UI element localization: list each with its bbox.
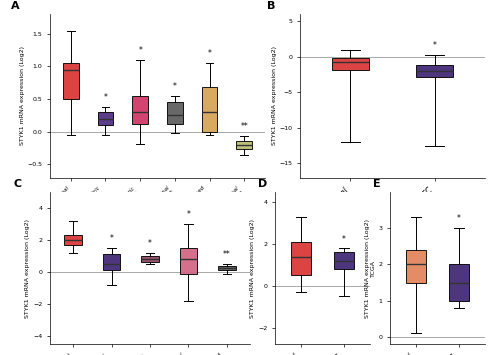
PathPatch shape [63,63,78,99]
Text: *: * [342,235,346,244]
PathPatch shape [167,102,182,124]
PathPatch shape [64,235,82,245]
Text: **: ** [240,122,248,131]
Text: *: * [173,82,177,91]
PathPatch shape [202,87,218,132]
Text: *: * [104,93,108,102]
Text: *: * [138,46,142,55]
Text: *: * [148,239,152,248]
PathPatch shape [406,250,425,283]
PathPatch shape [103,255,120,271]
PathPatch shape [332,58,370,70]
Y-axis label: STYK1 mRNA expression (Log2)
TCGA: STYK1 mRNA expression (Log2) TCGA [365,219,376,317]
Text: *: * [432,42,436,50]
PathPatch shape [291,242,310,275]
Text: C: C [14,179,22,189]
Y-axis label: STYK1 mRNA expression (Log2): STYK1 mRNA expression (Log2) [26,219,30,317]
PathPatch shape [180,248,197,274]
PathPatch shape [142,256,158,262]
Text: *: * [457,214,461,223]
PathPatch shape [450,264,469,301]
Text: E: E [373,179,380,189]
PathPatch shape [236,141,252,149]
PathPatch shape [132,96,148,124]
PathPatch shape [334,252,354,269]
Y-axis label: STYK1 mRNA expression (Log2): STYK1 mRNA expression (Log2) [20,47,24,145]
Text: **: ** [223,250,231,260]
Text: *: * [186,210,190,219]
Text: A: A [12,1,20,11]
Text: *: * [208,49,212,58]
Text: *: * [110,234,114,244]
PathPatch shape [416,65,454,77]
Y-axis label: STYK1 mRNA expression (Log2): STYK1 mRNA expression (Log2) [250,219,256,317]
PathPatch shape [218,266,236,271]
Text: D: D [258,179,267,189]
Y-axis label: STYK1 mRNA expression (Log2): STYK1 mRNA expression (Log2) [272,47,276,145]
Text: B: B [266,1,275,11]
PathPatch shape [98,112,114,125]
